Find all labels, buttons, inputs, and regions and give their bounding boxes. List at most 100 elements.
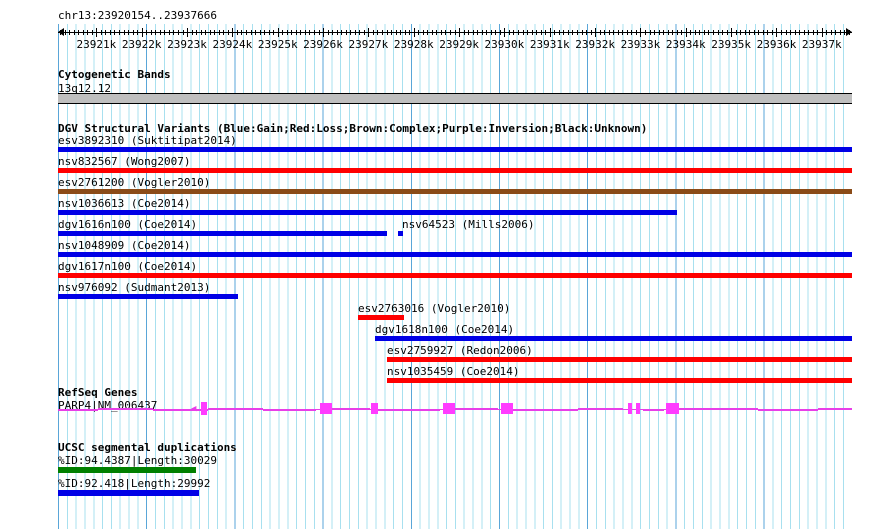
gene-exon[interactable]: [636, 403, 640, 414]
variant-label[interactable]: nsv1035459 (Coe2014): [387, 365, 520, 378]
ruler-minor-tick: [563, 30, 565, 35]
ruler-tick-label: 23928k: [393, 38, 434, 51]
ruler-tick-label: 23923k: [167, 38, 207, 51]
variant-label[interactable]: esv3892310 (Suktitipat2014): [58, 134, 237, 147]
gene-intron-segment: [98, 408, 153, 409]
ruler-minor-tick: [622, 30, 624, 35]
ruler-minor-tick: [105, 30, 107, 35]
ruler-minor-tick: [205, 30, 207, 35]
ruler-minor-tick: [486, 30, 488, 35]
ruler-tick-label: 23924k: [212, 38, 253, 51]
ruler-minor-tick: [173, 30, 175, 35]
ruler-minor-tick: [87, 30, 89, 35]
variant-label[interactable]: nsv976092 (Sudmant2013): [58, 281, 211, 294]
variant-bar[interactable]: [387, 378, 852, 383]
variant-label[interactable]: dgv1616n100 (Coe2014): [58, 218, 198, 231]
variant-bar[interactable]: [398, 231, 403, 236]
ruler-minor-tick: [209, 30, 211, 35]
gene-exon[interactable]: [443, 403, 455, 414]
ruler-minor-tick: [82, 30, 84, 35]
segdup-bar[interactable]: [58, 467, 196, 473]
variant-label[interactable]: dgv1618n100 (Coe2014): [375, 323, 515, 336]
gene-intron-segment: [758, 410, 818, 411]
locus-coordinates: chr13:23920154..23937666: [58, 9, 217, 22]
ruler-tick-label: 23926k: [303, 38, 343, 51]
variant-bar[interactable]: [358, 315, 404, 320]
segdup-label[interactable]: %ID:94.4387|Length:30029: [58, 454, 217, 467]
ruler-minor-tick: [799, 30, 801, 35]
ruler-minor-tick: [268, 30, 270, 35]
ruler-major-tick: [323, 28, 325, 37]
ruler-tick-label: 23935k: [711, 38, 751, 51]
variant-bar[interactable]: [58, 273, 852, 278]
ruler-minor-tick: [295, 30, 297, 35]
variant-label[interactable]: nsv64523 (Mills2006): [402, 218, 535, 231]
variant-bar[interactable]: [58, 210, 677, 215]
ruler-minor-tick: [427, 30, 429, 35]
segdup-label[interactable]: %ID:92.418|Length:29992: [58, 477, 211, 490]
ruler-minor-tick: [191, 30, 193, 35]
variant-bar[interactable]: [58, 252, 852, 257]
variant-bar[interactable]: [58, 189, 852, 194]
ruler-minor-tick: [391, 30, 393, 35]
gene-exon[interactable]: [371, 403, 378, 414]
ruler-major-tick: [413, 28, 415, 37]
variant-bar[interactable]: [387, 357, 852, 362]
ruler-tick-label: 23927k: [348, 38, 389, 51]
variant-label[interactable]: nsv1036613 (Coe2014): [58, 197, 191, 210]
gene-intron-segment: [378, 410, 440, 411]
refseq-gene-track[interactable]: ◀: [58, 398, 852, 422]
ruler-minor-tick: [753, 30, 755, 35]
variant-bar[interactable]: [58, 147, 852, 152]
ruler-minor-tick: [155, 30, 157, 35]
ruler-minor-tick: [477, 30, 479, 35]
cytogenetic-band-bar[interactable]: [58, 93, 852, 104]
variant-label[interactable]: esv2759927 (Redon2006): [387, 344, 533, 357]
ruler-minor-tick: [200, 30, 202, 35]
ruler-minor-tick: [468, 30, 470, 35]
ruler-minor-tick: [631, 30, 633, 35]
gene-exon[interactable]: [320, 403, 332, 414]
variant-label[interactable]: esv2761200 (Vogler2010): [58, 176, 211, 189]
gene-exon[interactable]: [501, 403, 513, 414]
variant-label[interactable]: dgv1617n100 (Coe2014): [58, 260, 198, 273]
segdup-bar[interactable]: [58, 490, 199, 496]
ruler-minor-tick: [586, 30, 588, 35]
variant-label[interactable]: nsv1048909 (Coe2014): [58, 239, 191, 252]
gene-exon[interactable]: [628, 403, 632, 414]
ruler-minor-tick: [790, 30, 792, 35]
gene-exon[interactable]: [666, 403, 679, 414]
ruler-minor-tick: [73, 30, 75, 35]
ruler-minor-tick: [626, 30, 628, 35]
gene-intron-segment: [263, 410, 316, 411]
variant-bar[interactable]: [375, 336, 852, 341]
ruler-tick-label: 23937k: [801, 38, 842, 51]
ruler-minor-tick: [522, 30, 524, 35]
ruler-minor-tick: [69, 30, 71, 35]
ruler-minor-tick: [540, 30, 542, 35]
ruler-minor-tick: [681, 30, 683, 35]
ruler-minor-tick: [100, 30, 102, 35]
gene-exon[interactable]: [201, 402, 207, 415]
ruler-major-tick: [504, 28, 506, 37]
variant-bar[interactable]: [58, 168, 852, 173]
variant-label[interactable]: esv2763016 (Vogler2010): [358, 302, 511, 315]
ruler-minor-tick: [644, 30, 646, 35]
ruler-minor-tick: [617, 30, 619, 35]
ruler-minor-tick: [168, 30, 170, 35]
ruler-minor-tick: [703, 30, 705, 35]
ruler-minor-tick: [826, 30, 828, 35]
ruler-minor-tick: [123, 30, 125, 35]
ruler-minor-tick: [635, 30, 637, 35]
variant-label[interactable]: nsv832567 (Wong2007): [58, 155, 191, 168]
ruler-minor-tick: [794, 30, 796, 35]
ruler-minor-tick: [717, 30, 719, 35]
ruler-minor-tick: [708, 30, 710, 35]
variant-bar[interactable]: [58, 231, 387, 236]
ruler-minor-tick: [663, 30, 665, 35]
ruler-minor-tick: [164, 30, 166, 35]
ruler-minor-tick: [445, 30, 447, 35]
variant-bar[interactable]: [58, 294, 238, 299]
gene-intron-segment: [332, 408, 370, 409]
